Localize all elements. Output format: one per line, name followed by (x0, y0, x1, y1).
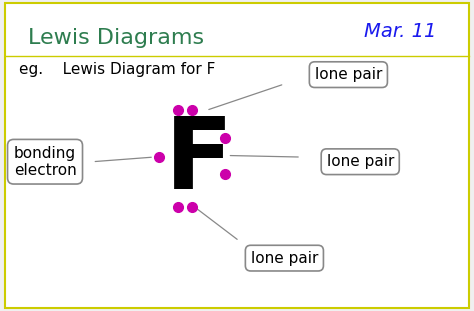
FancyBboxPatch shape (5, 3, 469, 308)
Text: F: F (165, 113, 233, 210)
Text: bonding
electron: bonding electron (14, 146, 76, 178)
Text: Lewis Diagrams: Lewis Diagrams (28, 28, 205, 48)
Text: lone pair: lone pair (251, 251, 318, 266)
Text: Mar. 11: Mar. 11 (364, 22, 436, 41)
Text: lone pair: lone pair (327, 154, 394, 169)
Text: lone pair: lone pair (315, 67, 382, 82)
Text: eg.    Lewis Diagram for F: eg. Lewis Diagram for F (19, 62, 215, 77)
